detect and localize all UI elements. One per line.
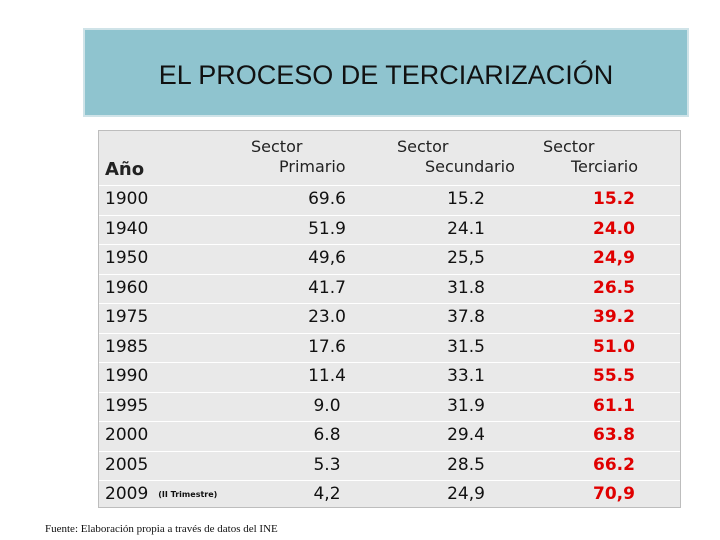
header-primary-line1: Sector xyxy=(251,137,303,156)
table-row: 1940 51.9 24.1 24.0 xyxy=(99,214,680,244)
year-cell: 1940 xyxy=(105,219,148,239)
year-value: 1950 xyxy=(105,248,149,268)
year-note: (II Trimestre) xyxy=(158,490,218,499)
tertiary-cell: 61.1 xyxy=(593,395,635,416)
primary-cell: 5.3 xyxy=(313,454,341,475)
secondary-cell: 29.4 xyxy=(447,425,485,445)
primary-cell: 51.9 xyxy=(308,218,346,239)
primary-cell: 6.8 xyxy=(313,425,341,445)
table-header: Año Sector Primario Sector Secundario Se… xyxy=(99,131,680,183)
primary-cell: 4,2 xyxy=(313,484,341,504)
header-secondary-line2: Secundario xyxy=(425,157,515,176)
header-tertiary-line2: Terciario xyxy=(571,157,638,176)
year-value: 1985 xyxy=(105,336,149,357)
year-value: 2009 xyxy=(105,484,149,504)
secondary-cell: 31.9 xyxy=(447,395,485,416)
secondary-cell: 31.5 xyxy=(447,336,485,357)
secondary-cell: 37.8 xyxy=(447,307,485,327)
table-row: 1900 69.6 15.2 15.2 xyxy=(99,185,680,214)
tertiary-cell: 51.0 xyxy=(593,336,635,357)
tertiary-cell: 66.2 xyxy=(593,454,635,475)
secondary-cell: 31.8 xyxy=(447,277,485,298)
year-value: 1990 xyxy=(105,366,149,386)
secondary-cell: 24,9 xyxy=(447,484,485,504)
source-footnote: Fuente: Elaboración propia a través de d… xyxy=(45,523,278,535)
year-cell: 2009 (II Trimestre) xyxy=(105,484,217,504)
year-value: 1960 xyxy=(105,277,149,298)
year-cell: 1990 xyxy=(105,366,148,386)
tertiary-cell: 15.2 xyxy=(593,189,635,209)
year-cell: 1950 xyxy=(105,248,148,268)
header-primary: Sector Primario xyxy=(251,137,346,177)
header-year: Año xyxy=(105,159,145,180)
table-row: 2005 5.3 28.5 66.2 xyxy=(99,450,680,480)
title-box: EL PROCESO DE TERCIARIZACIÓN xyxy=(83,28,689,117)
tertiary-cell: 26.5 xyxy=(593,277,635,298)
tertiary-cell: 70,9 xyxy=(593,484,635,504)
table-row: 1950 49,6 25,5 24,9 xyxy=(99,244,680,273)
header-secondary: Sector Secundario xyxy=(397,137,515,177)
year-cell: 1960 xyxy=(105,278,148,298)
primary-cell: 11.4 xyxy=(308,366,346,386)
year-cell: 2000 xyxy=(105,425,148,445)
header-primary-line2: Primario xyxy=(279,157,346,176)
tertiary-cell: 24.0 xyxy=(593,218,635,239)
tertiary-cell: 55.5 xyxy=(593,366,635,386)
tertiary-cell: 39.2 xyxy=(593,307,635,327)
data-table: Año Sector Primario Sector Secundario Se… xyxy=(98,130,681,508)
year-value: 1900 xyxy=(105,189,149,209)
year-cell: 1995 xyxy=(105,396,148,416)
primary-cell: 9.0 xyxy=(313,395,341,416)
primary-cell: 69.6 xyxy=(308,189,346,209)
primary-cell: 23.0 xyxy=(308,307,346,327)
year-value: 1940 xyxy=(105,218,149,239)
year-value: 2000 xyxy=(105,425,149,445)
table-row: 1975 23.0 37.8 39.2 xyxy=(99,303,680,332)
year-cell: 1985 xyxy=(105,337,148,357)
year-cell: 1975 xyxy=(105,307,148,327)
primary-cell: 41.7 xyxy=(308,277,346,298)
year-value: 1975 xyxy=(105,307,149,327)
year-value: 2005 xyxy=(105,454,149,475)
secondary-cell: 33.1 xyxy=(447,366,485,386)
secondary-cell: 28.5 xyxy=(447,454,485,475)
year-value: 1995 xyxy=(105,395,149,416)
primary-cell: 17.6 xyxy=(308,336,346,357)
year-cell: 2005 xyxy=(105,455,148,475)
secondary-cell: 15.2 xyxy=(447,189,485,209)
table-row: 2009 (II Trimestre) 4,2 24,9 70,9 xyxy=(99,480,680,509)
header-secondary-line1: Sector xyxy=(397,137,449,156)
primary-cell: 49,6 xyxy=(308,248,346,268)
tertiary-cell: 63.8 xyxy=(593,425,635,445)
table-row: 2000 6.8 29.4 63.8 xyxy=(99,421,680,450)
table-row: 1990 11.4 33.1 55.5 xyxy=(99,362,680,391)
page-title: EL PROCESO DE TERCIARIZACIÓN xyxy=(158,60,614,90)
header-tertiary-line1: Sector xyxy=(543,137,595,156)
year-cell: 1900 xyxy=(105,189,148,209)
table-row: 1995 9.0 31.9 61.1 xyxy=(99,391,680,421)
tertiary-cell: 24,9 xyxy=(593,248,635,268)
header-tertiary: Sector Terciario xyxy=(543,137,638,177)
table-row: 1960 41.7 31.8 26.5 xyxy=(99,273,680,303)
secondary-cell: 24.1 xyxy=(447,218,485,239)
table-row: 1985 17.6 31.5 51.0 xyxy=(99,332,680,362)
secondary-cell: 25,5 xyxy=(447,248,485,268)
